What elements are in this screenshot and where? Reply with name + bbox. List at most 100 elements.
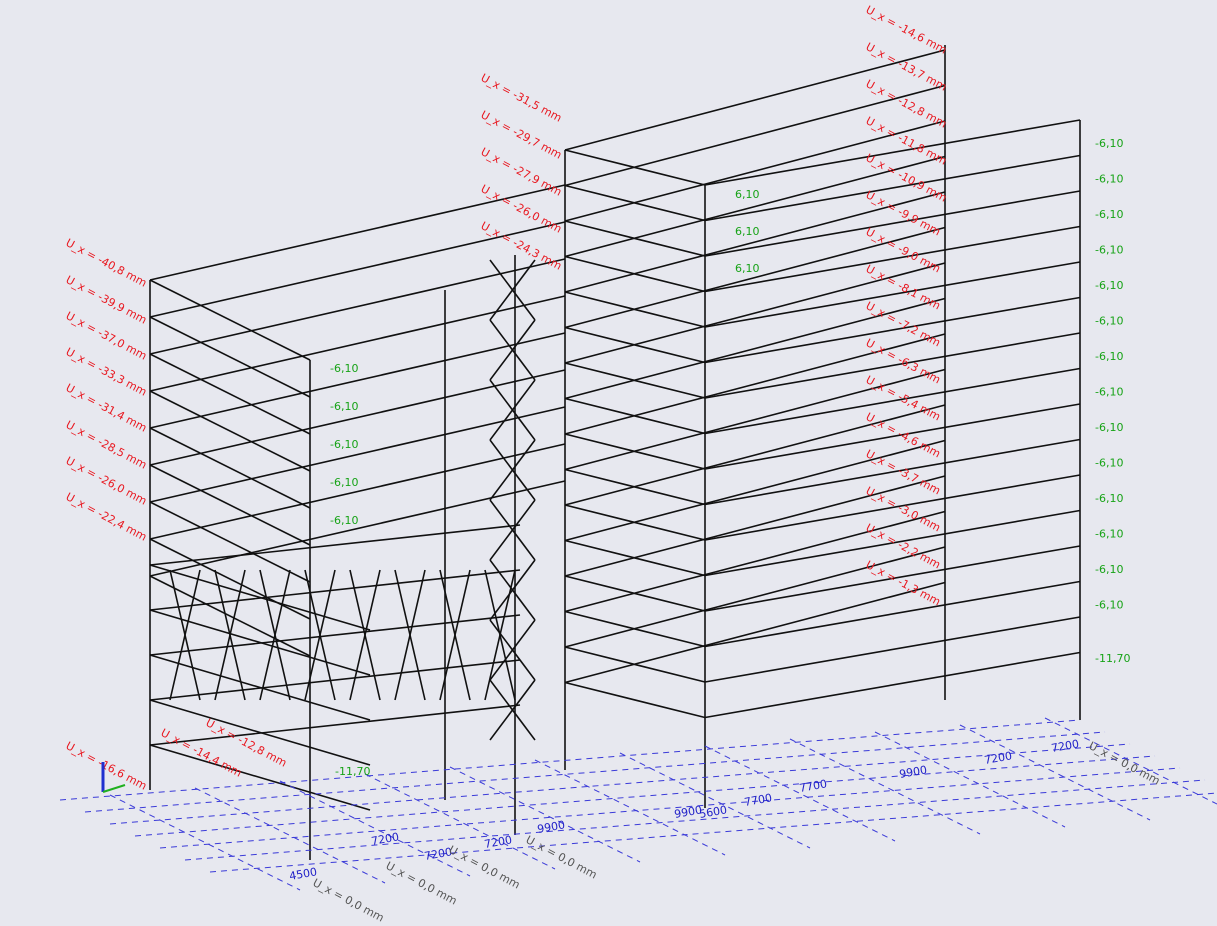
member (149, 221, 566, 318)
member (489, 619, 536, 681)
level-label: -6,10 (330, 514, 358, 527)
member (209, 792, 1217, 873)
member (489, 259, 536, 321)
member (149, 390, 311, 472)
member (704, 580, 1081, 648)
member (564, 191, 946, 293)
member (149, 575, 311, 657)
level-label: 6,10 (735, 262, 760, 275)
level-label: -6,10 (1095, 279, 1123, 292)
member (484, 569, 516, 701)
member (564, 546, 946, 648)
member (704, 119, 1081, 186)
member (449, 766, 641, 863)
member (489, 499, 536, 561)
member (149, 704, 521, 746)
member (149, 406, 566, 503)
level-label: -6,10 (330, 476, 358, 489)
member (704, 474, 1081, 541)
member (149, 464, 311, 546)
member (564, 155, 946, 258)
grid-dimension: 4500 (288, 865, 318, 883)
member (149, 316, 311, 398)
member (149, 659, 521, 701)
member (489, 559, 536, 621)
level-label: -6,10 (1095, 350, 1123, 363)
grid-dimension: 9900 (898, 763, 928, 781)
level-label: -6,10 (330, 362, 358, 375)
member (564, 262, 946, 364)
member (564, 226, 946, 329)
grid-dimension: 7200 (423, 845, 453, 863)
member (149, 258, 566, 355)
member (109, 794, 301, 891)
member (169, 569, 201, 701)
grid-dimension: 9900 (673, 803, 703, 821)
member (489, 439, 536, 501)
member (874, 731, 1066, 828)
axis-icon (101, 762, 126, 793)
member (214, 569, 246, 701)
level-label: -6,10 (1095, 208, 1123, 221)
member (704, 190, 1081, 257)
member (789, 738, 981, 835)
member (564, 404, 946, 506)
member (149, 184, 566, 281)
member (564, 475, 946, 577)
grid-dimension: 7200 (370, 830, 400, 848)
level-label: -6,10 (1095, 563, 1123, 576)
member (149, 332, 566, 429)
wireframe (149, 45, 1081, 860)
member (304, 569, 336, 701)
grid-dimension: 5600 (698, 803, 728, 821)
member (959, 724, 1151, 821)
member (149, 443, 566, 540)
grid-dimension: 7700 (743, 791, 773, 809)
member (704, 616, 1081, 683)
member (704, 154, 1081, 222)
member (704, 509, 1081, 577)
member (619, 752, 811, 849)
grid-dimension: 7200 (483, 833, 513, 851)
member (84, 731, 1106, 813)
level-label: -6,10 (1095, 492, 1123, 505)
member (564, 49, 946, 151)
member (194, 787, 386, 884)
level-label: -6,10 (1095, 173, 1123, 186)
member (704, 296, 1081, 364)
member (149, 501, 311, 583)
member (564, 120, 946, 222)
member (349, 569, 381, 701)
member (149, 480, 566, 577)
grid-dimension: 9900 (536, 818, 566, 836)
member (489, 679, 536, 741)
member (149, 279, 311, 361)
level-label: -6,10 (1095, 421, 1123, 434)
grid-dimension: 7200 (983, 749, 1013, 767)
member (564, 368, 946, 471)
member (439, 569, 471, 701)
member (59, 719, 1081, 801)
member (109, 743, 1131, 825)
member (149, 744, 371, 811)
grid-dimension: 7200 (1050, 737, 1080, 755)
member (704, 745, 896, 842)
member (564, 333, 946, 435)
level-label: -6,10 (1095, 457, 1123, 470)
member (149, 524, 521, 566)
member (149, 538, 311, 620)
member (704, 261, 1081, 328)
member (704, 225, 1081, 293)
member (134, 755, 1156, 837)
member (534, 759, 726, 856)
member (564, 681, 706, 719)
level-label: -11,70 (1095, 652, 1130, 665)
member (704, 438, 1081, 506)
level-label: -6,10 (1095, 599, 1123, 612)
member (489, 379, 536, 441)
member (149, 353, 311, 435)
member (564, 439, 946, 542)
member (564, 84, 946, 187)
